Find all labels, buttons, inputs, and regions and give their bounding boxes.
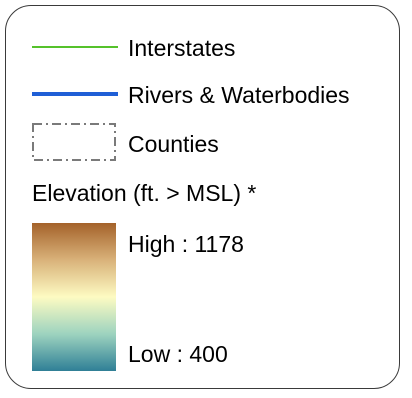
counties-label: Counties (128, 131, 219, 157)
elevation-color-ramp (32, 223, 116, 371)
elevation-title: Elevation (ft. > MSL) * (32, 180, 257, 206)
counties-boundary-symbol (32, 123, 116, 161)
interstates-label: Interstates (128, 35, 236, 61)
elevation-high-label: High : 1178 (128, 231, 244, 257)
elevation-low-label: Low : 400 (128, 341, 228, 367)
interstates-line-symbol (32, 46, 118, 48)
rivers-waterbodies-label: Rivers & Waterbodies (128, 82, 350, 108)
rivers-line-symbol (32, 92, 118, 96)
